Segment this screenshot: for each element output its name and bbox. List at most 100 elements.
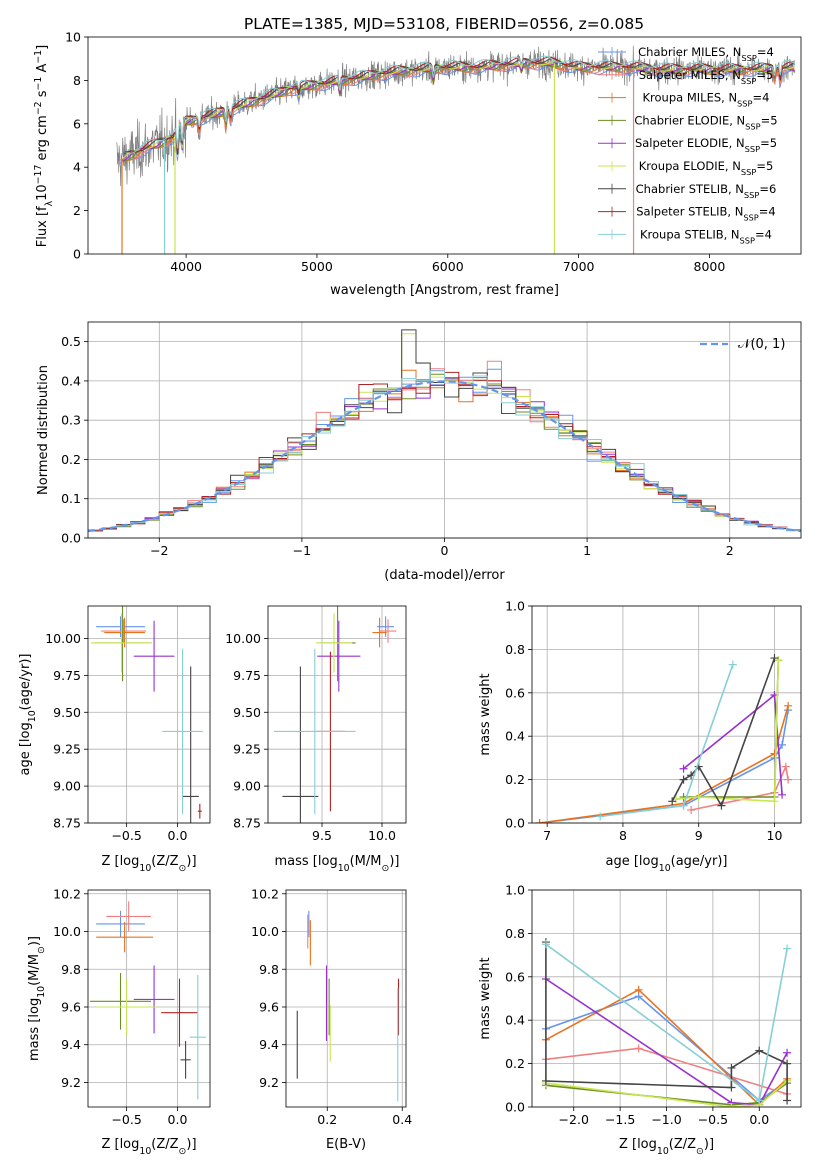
weight-marker-salpeter_elodie <box>679 764 688 773</box>
x-tick-label: 0.0 <box>168 1112 188 1127</box>
weight-marker-kroupa_stelib <box>541 940 550 949</box>
y-tick-label: 4 <box>73 160 81 175</box>
weight-marker-chabrier_stelib <box>770 654 779 663</box>
y-tick-label: 0.2 <box>61 452 81 467</box>
x-axis-label: (data-model)/error <box>384 568 505 583</box>
panel-z_vs_mass: −0.5 0.0 9.2 9.4 9.6 9.8 10.0 10.2 Z [log10(Z/Z⊙… <box>27 886 211 1157</box>
weight-marker-chabrier_miles <box>778 740 787 749</box>
y-tick-label: 9.6 <box>259 999 279 1014</box>
x-tick-label: 0.2 <box>317 1112 337 1127</box>
axes-frame <box>87 321 802 539</box>
legend-label-kroupa_elodie: Kroupa ELODIE, NSSP=5 <box>639 159 774 177</box>
plot-area <box>274 606 397 823</box>
x-tick-label: 8 <box>619 828 627 843</box>
y-tick-label: 9.8 <box>61 962 81 977</box>
legend-label-chabrier_miles: Chabrier MILES, NSSP=4 <box>638 45 774 63</box>
y-tick-label: 10.2 <box>53 886 81 901</box>
x-tick-label: 9.5 <box>312 828 332 843</box>
y-tick-label: 9.75 <box>233 668 261 683</box>
y-tick-label: 9.25 <box>233 742 261 757</box>
y-tick-label: 0.2 <box>505 772 525 787</box>
x-tick-label: −2 <box>150 543 168 558</box>
axes-frame <box>87 889 211 1108</box>
y-tick-label: 9.4 <box>259 1037 279 1052</box>
weight-marker-chabrier_stelib <box>668 797 677 806</box>
weight-line-chabrier_elodie <box>683 660 780 798</box>
residual-hist-kroupa_stelib <box>88 370 801 532</box>
x-axis-label: E(B-V) <box>326 1137 366 1152</box>
panel-weight_vs_z: −2.0 −1.5 −1.0 −0.5 0.0 0.0 0.2 0.4 0.6 0.8 1.0 Z [… <box>478 883 802 1157</box>
figure-title: PLATE=1385, MJD=53108, FIBERID=0556, z=0… <box>244 15 644 33</box>
plot-area <box>535 654 793 823</box>
weight-marker-kroupa_stelib <box>755 1096 764 1105</box>
weight-marker-kroupa_elodie <box>694 792 703 801</box>
weight-marker-salpeter_miles <box>687 805 696 814</box>
y-tick-label: 0.0 <box>505 816 525 831</box>
x-tick-label: 5000 <box>301 259 333 274</box>
weight-marker-kroupa_stelib <box>596 812 605 821</box>
y-tick-label: 9.00 <box>53 779 81 794</box>
panel-z_vs_age: −0.5 0.0 8.75 9.00 9.25 9.50 9.75 10.00 Z [log10… <box>18 605 211 874</box>
x-tick-label: 0.4 <box>392 1112 412 1127</box>
legend-label-salpeter_stelib: Salpeter STELIB, NSSP=4 <box>636 205 776 223</box>
x-axis-label: mass [log10(M/M⊙)] <box>275 854 400 874</box>
y-tick-label: 9.75 <box>53 668 81 683</box>
weight-marker-salpeter_miles <box>781 762 790 771</box>
x-tick-label: 7 <box>543 828 551 843</box>
legend-label-kroupa_stelib: Kroupa STELIB, NSSP=4 <box>640 227 772 245</box>
weight-marker-chabrier_stelib <box>727 1063 736 1072</box>
y-tick-label: 1.0 <box>505 883 525 898</box>
y-tick-label: 9.4 <box>61 1037 81 1052</box>
panel-spectrum: 4000 5000 6000 7000 8000 0 2 4 6 8 10 Chabrier MILE… <box>33 30 802 298</box>
y-axis-label: Flux [fλ10−17 erg cm−2 s−1 A−1] <box>33 45 55 247</box>
y-tick-label: 8.75 <box>233 816 261 831</box>
x-axis-label: wavelength [Angstrom, rest frame] <box>330 283 559 298</box>
y-tick-label: 6 <box>73 116 81 131</box>
y-axis-label: Normed distribution <box>36 365 51 495</box>
y-tick-label: 0.5 <box>61 334 81 349</box>
weight-marker-kroupa_miles <box>535 819 544 823</box>
x-tick-label: 10.0 <box>368 828 396 843</box>
y-tick-label: 9.50 <box>233 705 261 720</box>
x-tick-label: 0.0 <box>749 1112 769 1127</box>
axes-frame <box>87 36 802 255</box>
weight-marker-kroupa_stelib <box>728 660 737 669</box>
y-tick-label: 0.4 <box>61 373 81 388</box>
weight-marker-salpeter_elodie <box>783 1048 792 1057</box>
y-tick-label: 9.8 <box>259 962 279 977</box>
x-tick-label: −1.5 <box>605 1112 635 1127</box>
weight-marker-chabrier_stelib <box>541 1076 550 1085</box>
legend-label-kroupa_miles: Kroupa MILES, NSSP=4 <box>643 91 770 109</box>
y-axis-label: mass weight <box>478 673 493 755</box>
normal-curve <box>88 380 801 533</box>
legend-label-salpeter_miles: Salpeter MILES, NSSP=5 <box>639 68 774 86</box>
y-tick-label: 0 <box>73 247 81 262</box>
y-tick-label: 0.8 <box>505 926 525 941</box>
y-tick-label: 0.1 <box>61 491 81 506</box>
axes-frame <box>267 605 407 824</box>
y-tick-label: 0.4 <box>505 1013 525 1028</box>
plot-area <box>90 901 206 1100</box>
plot-area <box>116 45 795 254</box>
weight-line-kroupa_miles <box>545 988 788 1106</box>
y-tick-label: 9.00 <box>233 779 261 794</box>
y-tick-label: 10.0 <box>251 924 279 939</box>
panel-weight_vs_age: 7 8 9 10 0.0 0.2 0.4 0.6 0.8 1.0 age [log10(age/yr… <box>478 599 802 874</box>
weight-marker-chabrier_stelib <box>783 1096 792 1105</box>
weight-marker-kroupa_miles <box>770 749 779 758</box>
x-tick-label: 8000 <box>694 259 726 274</box>
weight-line-kroupa_miles <box>539 705 789 823</box>
weight-marker-chabrier_stelib <box>727 1083 736 1092</box>
weight-line-kroupa_elodie <box>545 1080 788 1107</box>
y-tick-label: 8 <box>73 73 81 88</box>
x-tick-label: 1 <box>583 543 591 558</box>
axes-frame <box>285 889 407 1108</box>
y-tick-label: 0.0 <box>61 531 81 546</box>
spectrum-legend: Chabrier MILES, NSSP=4 Salpeter MILES, NS… <box>598 45 778 245</box>
x-tick-label: 4000 <box>170 259 202 274</box>
y-tick-label: 10 <box>65 30 81 45</box>
x-tick-label: 9 <box>695 828 703 843</box>
y-tick-label: 0.3 <box>61 413 81 428</box>
